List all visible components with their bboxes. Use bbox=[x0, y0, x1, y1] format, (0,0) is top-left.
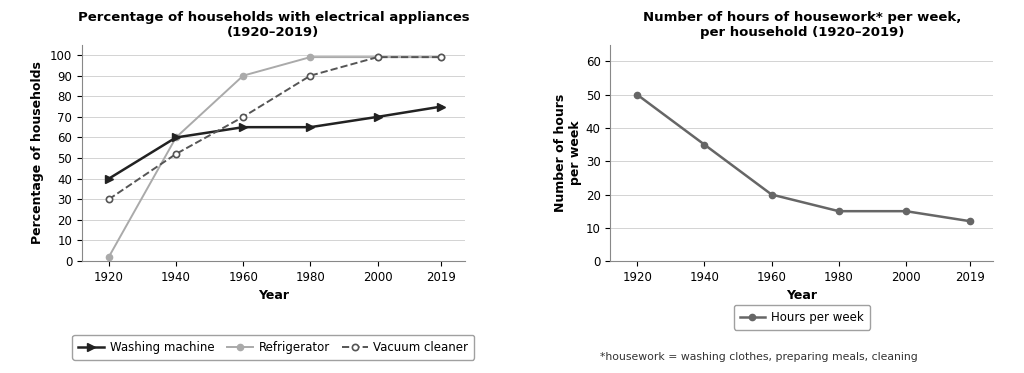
Legend: Washing machine, Refrigerator, Vacuum cleaner: Washing machine, Refrigerator, Vacuum cl… bbox=[73, 335, 474, 360]
X-axis label: Year: Year bbox=[786, 289, 817, 303]
Title: Number of hours of housework* per week,
per household (1920–2019): Number of hours of housework* per week, … bbox=[643, 12, 961, 40]
X-axis label: Year: Year bbox=[258, 289, 289, 303]
Legend: Hours per week: Hours per week bbox=[733, 305, 870, 330]
Y-axis label: Percentage of households: Percentage of households bbox=[32, 62, 44, 244]
Title: Percentage of households with electrical appliances
(1920–2019): Percentage of households with electrical… bbox=[78, 12, 469, 40]
Text: *housework = washing clothes, preparing meals, cleaning: *housework = washing clothes, preparing … bbox=[600, 352, 918, 362]
Y-axis label: Number of hours
per week: Number of hours per week bbox=[554, 94, 582, 212]
